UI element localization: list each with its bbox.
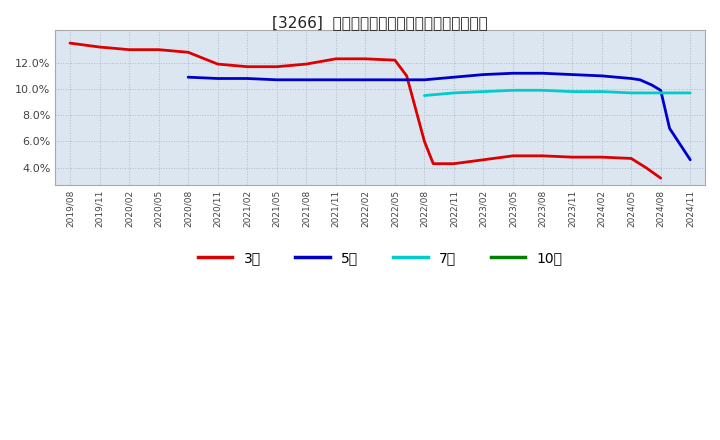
- Legend: 3年, 5年, 7年, 10年: 3年, 5年, 7年, 10年: [192, 246, 568, 271]
- Title: [3266]  当期純利益マージンの標準偏差の推移: [3266] 当期純利益マージンの標準偏差の推移: [272, 15, 488, 30]
